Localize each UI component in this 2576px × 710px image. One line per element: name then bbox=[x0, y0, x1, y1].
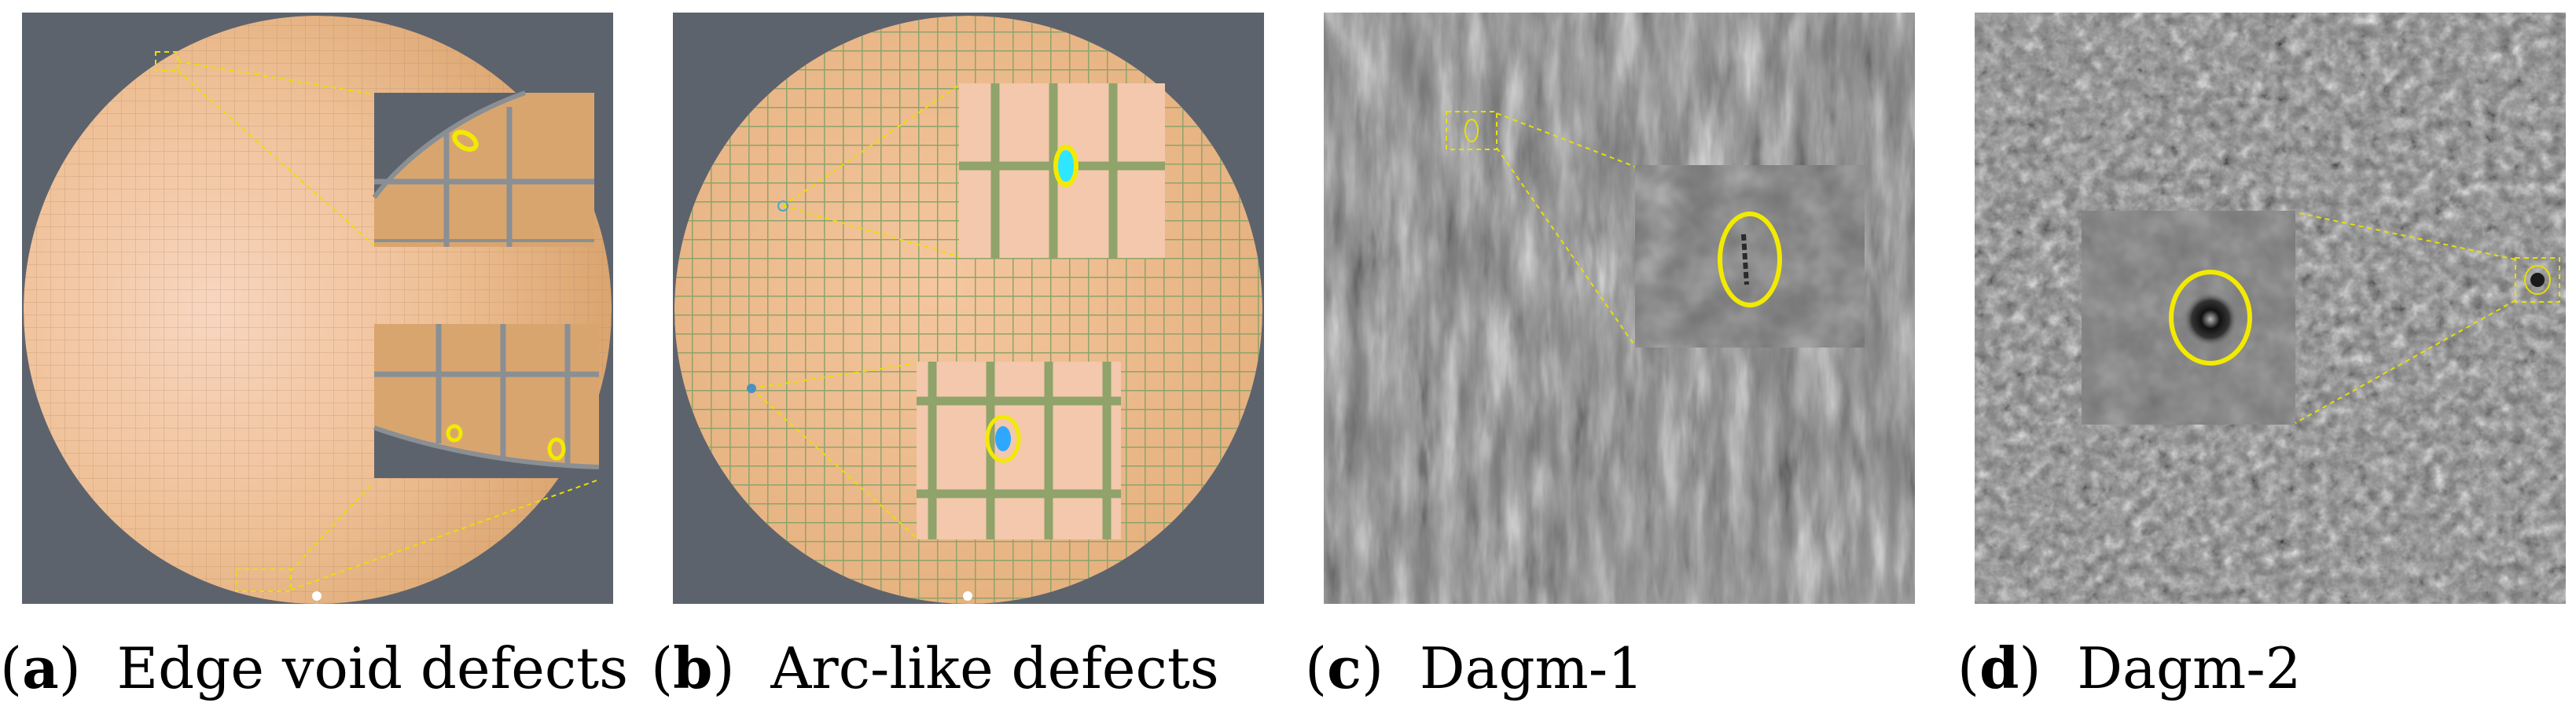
caption-a: (a) Edge void defects bbox=[0, 635, 629, 701]
zoom-inset-bottom bbox=[917, 362, 1121, 539]
panel-c-image bbox=[1324, 13, 1915, 604]
zoom-inset bbox=[2082, 211, 2295, 425]
callout-lines bbox=[2295, 212, 2560, 424]
wafer-notch bbox=[312, 591, 322, 601]
caption-letter: d bbox=[1979, 635, 2019, 701]
callout-lines bbox=[1446, 111, 1636, 347]
panel-a-image bbox=[22, 13, 613, 604]
zoom-inset-top bbox=[372, 90, 594, 247]
zoom-inset-bottom bbox=[373, 324, 600, 478]
caption-d: (d) Dagm-2 bbox=[1957, 635, 2302, 701]
caption-text: Dagm-1 bbox=[1419, 635, 1644, 701]
caption-text: Arc-like defects bbox=[770, 635, 1219, 701]
caption-text: Edge void defects bbox=[116, 635, 629, 701]
panel-b-image bbox=[673, 13, 1264, 604]
panel-d-image bbox=[1975, 13, 2566, 604]
callout-lines bbox=[155, 51, 600, 592]
wafer-notch bbox=[963, 591, 972, 601]
defect-marker bbox=[747, 384, 756, 393]
caption-letter: c bbox=[1327, 635, 1361, 701]
zoom-inset bbox=[1635, 165, 1865, 348]
caption-letter: b bbox=[673, 635, 713, 701]
caption-text: Dagm-2 bbox=[2077, 635, 2302, 701]
zoom-inset-top bbox=[959, 83, 1165, 258]
caption-letter: a bbox=[22, 635, 59, 701]
caption-b: (b) Arc-like defects bbox=[651, 635, 1219, 701]
callout-lines bbox=[751, 84, 960, 539]
caption-c: (c) Dagm-1 bbox=[1305, 635, 1644, 701]
defect-marker bbox=[777, 200, 788, 212]
